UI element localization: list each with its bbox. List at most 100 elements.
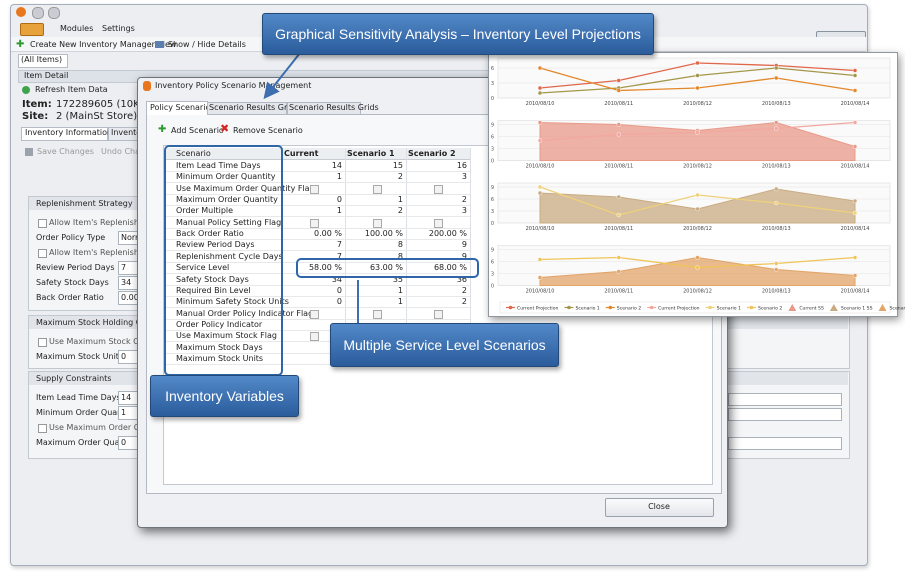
area <box>539 256 856 286</box>
checkbox[interactable] <box>310 218 319 228</box>
row-label: Required Bin Level <box>176 285 251 295</box>
x-tick-label: 2010/08/11 <box>604 289 633 295</box>
tab[interactable] <box>207 102 287 115</box>
legend-label: Current Projection <box>658 306 700 312</box>
row-divider <box>165 273 470 275</box>
checkbox[interactable] <box>310 184 319 194</box>
toolbar-button[interactable]: Create New Inventory Manager View <box>30 40 177 49</box>
save-icon <box>25 148 33 156</box>
legend-label: Scenario 2 SS <box>890 306 905 312</box>
y-tick-label: 0 <box>491 159 494 165</box>
checkbox[interactable] <box>310 309 319 319</box>
cell-value: 3 <box>461 172 467 182</box>
back-button[interactable] <box>32 7 44 19</box>
row-label: Review Period Days <box>176 240 255 250</box>
toolbar-button[interactable]: Show / Hide Details <box>168 40 246 49</box>
point <box>695 73 700 78</box>
y-tick-label: 3 <box>491 81 494 87</box>
row-label: Replenishment Cycle Days <box>176 251 283 261</box>
item-label: Item: <box>22 99 52 110</box>
row-label: Order Policy Indicator <box>176 319 263 329</box>
tab-label: Scenario Results Graphs <box>209 103 307 112</box>
checkbox[interactable] <box>373 309 382 319</box>
close-label: Close <box>648 502 670 511</box>
close-button[interactable] <box>605 498 714 517</box>
undo-button[interactable]: Undo Chan <box>101 147 146 156</box>
tab[interactable] <box>287 102 361 115</box>
cell-value: 9 <box>461 240 467 250</box>
row-divider <box>165 216 470 218</box>
add-icon: ✚ <box>158 124 167 135</box>
row-divider <box>165 227 470 229</box>
cell-value: 34 <box>331 274 342 284</box>
field-value: 1 <box>121 408 127 417</box>
cell-value: 0.00 % <box>314 229 342 239</box>
save-button[interactable]: Save Changes <box>37 147 94 156</box>
cell-value: 0 <box>336 195 342 205</box>
forward-button[interactable] <box>48 7 60 19</box>
column-divider <box>345 148 346 365</box>
field-value: 0.00 <box>121 293 139 302</box>
checkbox[interactable] <box>373 184 382 194</box>
row-divider <box>165 182 470 184</box>
menu-item[interactable]: Modules <box>60 24 94 33</box>
refresh-button[interactable]: Refresh Item Data <box>35 85 108 94</box>
menu-item[interactable]: Settings <box>102 24 135 33</box>
row-divider <box>165 171 470 172</box>
column-header: Scenario <box>176 149 211 158</box>
add-scenario-button[interactable]: Add Scenario <box>171 126 224 135</box>
point <box>695 60 700 66</box>
section-title: Supply Constraints <box>36 374 112 383</box>
cell-value: 1 <box>336 172 342 182</box>
x-tick-label: 2010/08/12 <box>683 226 712 232</box>
detail-header-label: Item Detail <box>24 71 69 80</box>
x-tick-label: 2010/08/11 <box>604 101 633 107</box>
dialog-icon <box>143 81 151 91</box>
field-label: Order Policy Type <box>36 233 106 242</box>
checkbox[interactable] <box>310 332 319 342</box>
x-tick-label: 2010/08/14 <box>841 289 870 295</box>
y-tick-label: 9 <box>491 123 494 129</box>
point <box>695 130 700 135</box>
legend-swatch <box>878 304 887 311</box>
cell-value: 1 <box>397 297 403 307</box>
y-tick-label: 0 <box>491 284 494 290</box>
x-tick-label: 2010/08/13 <box>762 101 791 107</box>
view-tab[interactable] <box>18 54 68 68</box>
point <box>774 200 779 206</box>
point <box>616 255 621 260</box>
field-label: Back Order Ratio <box>36 293 104 302</box>
checkbox[interactable] <box>38 424 47 433</box>
x-tick-label: 2010/08/11 <box>604 164 633 170</box>
column-divider <box>406 148 407 365</box>
service-level-highlight <box>296 258 479 278</box>
checkbox[interactable] <box>38 219 47 228</box>
x-tick-label: 2010/08/11 <box>604 226 633 232</box>
cell-value: 3 <box>461 206 467 216</box>
checkbox[interactable] <box>434 309 443 319</box>
row-divider <box>165 239 470 241</box>
checkbox[interactable] <box>434 218 443 228</box>
x-tick-label: 2010/08/10 <box>526 164 555 170</box>
info-tab[interactable] <box>21 127 108 141</box>
legend-label: Scenario 1 <box>717 306 741 312</box>
point <box>774 75 779 81</box>
checkbox[interactable] <box>373 218 382 228</box>
legend-label: Scenario 2 <box>617 306 641 312</box>
file-button[interactable] <box>20 23 44 36</box>
point <box>695 255 700 260</box>
x-tick-label: 2010/08/10 <box>526 226 555 232</box>
refresh-icon <box>22 86 30 94</box>
remove-scenario-button[interactable]: Remove Scenario <box>233 126 303 135</box>
grid-header <box>165 148 470 160</box>
row-label: Use Maximum Order Quantity Flag <box>176 183 315 193</box>
checkbox[interactable] <box>434 184 443 194</box>
checkbox[interactable] <box>38 338 47 347</box>
section-title: Maximum Stock Holding Constrain <box>36 318 175 327</box>
cell-value: 2 <box>461 285 467 295</box>
info-tab-label: Inventory Information <box>25 128 113 137</box>
x-tick-label: 2010/08/12 <box>683 289 712 295</box>
point <box>616 212 621 218</box>
checkbox[interactable] <box>38 249 47 258</box>
legend-swatch <box>749 305 754 310</box>
